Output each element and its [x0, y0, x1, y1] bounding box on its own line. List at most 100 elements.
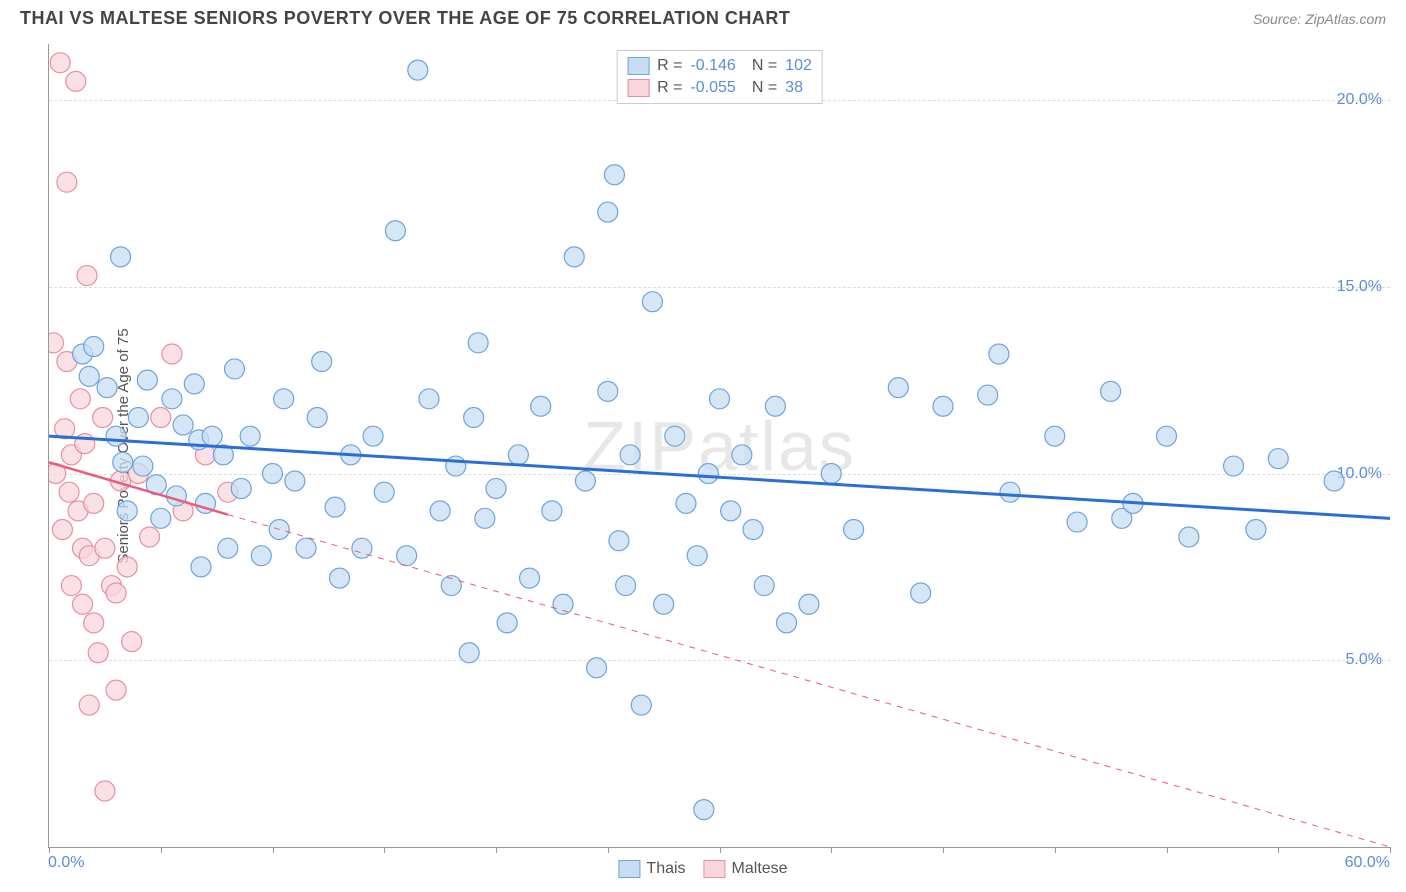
- data-point: [497, 613, 517, 633]
- thais-n-value: 102: [785, 57, 812, 75]
- data-point: [202, 426, 222, 446]
- data-point: [1000, 482, 1020, 502]
- data-point: [184, 374, 204, 394]
- data-point: [363, 426, 383, 446]
- data-point: [218, 538, 238, 558]
- data-point: [631, 695, 651, 715]
- n-label: N =: [752, 79, 777, 97]
- x-axis-max-label: 60.0%: [1345, 854, 1390, 872]
- data-point: [263, 464, 283, 484]
- chart-plot-area: ZIPatlas R = -0.146 N = 102 R = -0.055 N…: [48, 44, 1390, 848]
- data-point: [128, 407, 148, 427]
- data-point: [486, 478, 506, 498]
- data-point: [106, 680, 126, 700]
- data-point: [191, 557, 211, 577]
- legend-item-maltese: Maltese: [704, 860, 788, 878]
- data-point: [676, 493, 696, 513]
- thais-r-value: -0.146: [690, 57, 735, 75]
- data-point: [1157, 426, 1177, 446]
- data-point: [79, 366, 99, 386]
- data-point: [113, 452, 133, 472]
- data-point: [84, 337, 104, 357]
- maltese-r-value: -0.055: [690, 79, 735, 97]
- data-point: [587, 658, 607, 678]
- data-point: [57, 172, 77, 192]
- data-point: [531, 396, 551, 416]
- data-point: [140, 527, 160, 547]
- data-point: [408, 60, 428, 80]
- data-point: [385, 221, 405, 241]
- data-point: [312, 351, 332, 371]
- thais-label: Thais: [646, 860, 685, 878]
- data-point: [307, 407, 327, 427]
- data-point: [122, 632, 142, 652]
- data-point: [604, 165, 624, 185]
- trend-line: [228, 515, 1390, 847]
- data-point: [430, 501, 450, 521]
- data-point: [251, 546, 271, 566]
- n-label: N =: [752, 57, 777, 75]
- data-point: [1179, 527, 1199, 547]
- series-legend: Thais Maltese: [610, 860, 795, 878]
- data-point: [285, 471, 305, 491]
- data-point: [520, 568, 540, 588]
- maltese-label: Maltese: [732, 860, 788, 878]
- data-point: [93, 407, 113, 427]
- legend-row-thais: R = -0.146 N = 102: [627, 55, 812, 77]
- x-axis-min-label: 0.0%: [48, 854, 84, 872]
- data-point: [508, 445, 528, 465]
- data-point: [325, 497, 345, 517]
- data-point: [1246, 520, 1266, 540]
- data-point: [1101, 381, 1121, 401]
- data-point: [978, 385, 998, 405]
- data-point: [933, 396, 953, 416]
- data-point: [446, 456, 466, 476]
- data-point: [95, 538, 115, 558]
- data-point: [133, 456, 153, 476]
- data-point: [106, 583, 126, 603]
- thais-swatch-icon: [627, 57, 649, 75]
- data-point: [642, 292, 662, 312]
- r-label: R =: [657, 57, 682, 75]
- r-label: R =: [657, 79, 682, 97]
- data-point: [397, 546, 417, 566]
- data-point: [117, 501, 137, 521]
- data-point: [777, 613, 797, 633]
- data-point: [59, 482, 79, 502]
- data-point: [49, 333, 63, 353]
- chart-source: Source: ZipAtlas.com: [1253, 11, 1386, 27]
- data-point: [111, 247, 131, 267]
- data-point: [575, 471, 595, 491]
- data-point: [97, 378, 117, 398]
- data-point: [95, 781, 115, 801]
- data-point: [765, 396, 785, 416]
- data-point: [1224, 456, 1244, 476]
- data-point: [1324, 471, 1344, 491]
- data-point: [542, 501, 562, 521]
- data-point: [888, 378, 908, 398]
- data-point: [84, 493, 104, 513]
- data-point: [61, 576, 81, 596]
- data-point: [475, 508, 495, 528]
- data-point: [330, 568, 350, 588]
- chart-title: THAI VS MALTESE SENIORS POVERTY OVER THE…: [20, 8, 790, 29]
- data-point: [459, 643, 479, 663]
- data-point: [88, 643, 108, 663]
- data-point: [274, 389, 294, 409]
- data-point: [52, 520, 72, 540]
- thais-swatch-icon: [618, 860, 640, 878]
- legend-row-maltese: R = -0.055 N = 38: [627, 77, 812, 99]
- data-point: [844, 520, 864, 540]
- data-point: [698, 464, 718, 484]
- data-point: [1067, 512, 1087, 532]
- data-point: [162, 344, 182, 364]
- data-point: [296, 538, 316, 558]
- data-point: [710, 389, 730, 409]
- data-point: [821, 464, 841, 484]
- data-point: [419, 389, 439, 409]
- trend-line: [49, 436, 1390, 518]
- data-point: [151, 407, 171, 427]
- data-point: [743, 520, 763, 540]
- data-point: [70, 389, 90, 409]
- data-point: [79, 695, 99, 715]
